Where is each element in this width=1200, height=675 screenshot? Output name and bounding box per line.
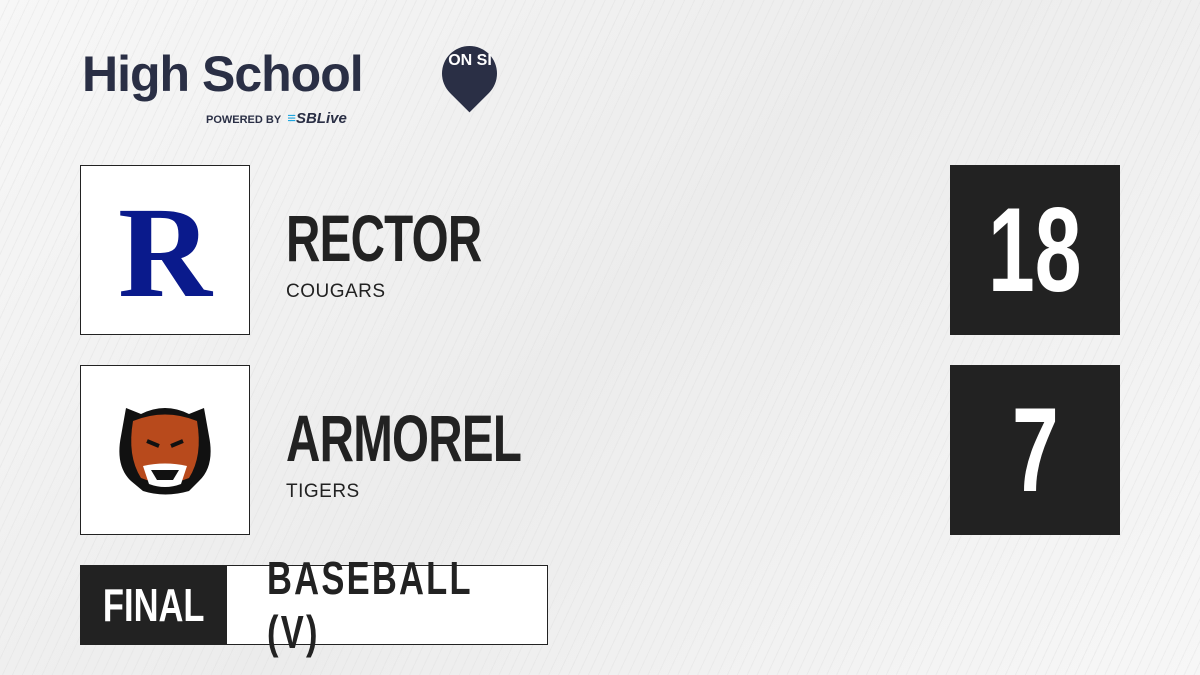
high-school-on-si-logo: High School ON SI POWERED BY ≡SBLive bbox=[82, 34, 509, 127]
team-score: 7 bbox=[950, 365, 1120, 535]
powered-by: POWERED BY ≡SBLive bbox=[206, 110, 347, 127]
sport-label-box: BASEBALL (V) bbox=[227, 552, 547, 658]
team-name: ARMOREL bbox=[286, 401, 522, 475]
tiger-head-icon bbox=[119, 408, 211, 495]
brand-title: High School bbox=[82, 46, 364, 102]
score-value: 7 bbox=[1011, 383, 1059, 517]
final-badge: FINAL bbox=[81, 566, 227, 644]
brand-badge: ON SI bbox=[448, 52, 492, 69]
score-value: 18 bbox=[988, 183, 1082, 317]
armorel-logo bbox=[80, 365, 250, 535]
rector-logo: R bbox=[80, 165, 250, 335]
powered-by-label: POWERED BY bbox=[206, 114, 282, 126]
partner-name: SBLive bbox=[295, 110, 347, 127]
team-mascot: COUGARS bbox=[286, 281, 386, 302]
sblive-logo: ≡SBLive bbox=[287, 110, 347, 127]
game-status-bar: FINAL BASEBALL (V) bbox=[80, 552, 548, 658]
status-label: FINAL bbox=[103, 579, 205, 631]
sport-label: BASEBALL (V) bbox=[267, 552, 473, 658]
team-score: 18 bbox=[950, 165, 1120, 335]
team-mascot: TIGERS bbox=[286, 481, 360, 502]
rector-r-logo-icon: R bbox=[118, 181, 214, 325]
team-name: RECTOR bbox=[286, 201, 482, 275]
svg-text:R: R bbox=[118, 181, 214, 325]
